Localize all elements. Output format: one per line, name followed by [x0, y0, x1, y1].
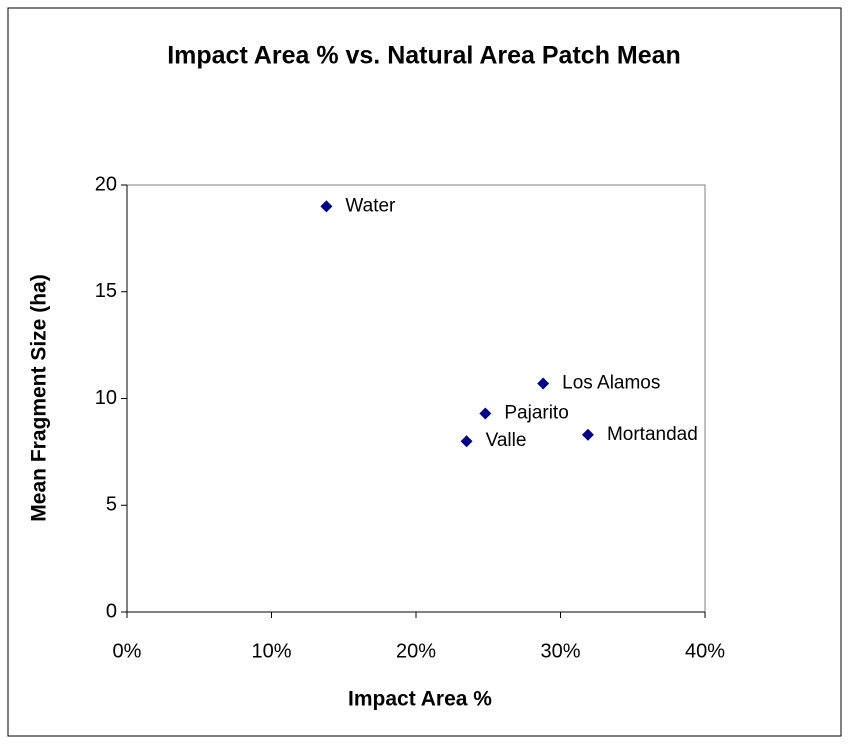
x-tick-label: 0%: [113, 640, 142, 662]
point: [537, 377, 550, 390]
point: [320, 200, 333, 213]
x-axis-title: Impact Area %: [348, 688, 492, 711]
point: [460, 435, 473, 448]
y-tick-label: 15: [95, 280, 117, 302]
point-label: Pajarito: [504, 402, 568, 423]
chart-border: [7, 7, 842, 737]
y-tick-label: 5: [106, 494, 117, 516]
point-label: Mortandad: [607, 424, 698, 445]
point: [581, 428, 594, 441]
x-tick-label: 10%: [251, 640, 291, 662]
x-tick-label: 30%: [540, 640, 580, 662]
y-tick-label: 0: [106, 600, 117, 622]
point-label: Los Alamos: [562, 373, 660, 394]
y-axis-title: Mean Fragment Size (ha): [28, 274, 51, 521]
chart-title: Impact Area % vs. Natural Area Patch Mea…: [167, 42, 681, 70]
point: [479, 407, 492, 420]
point-label: Valle: [486, 430, 527, 451]
x-tick-label: 40%: [685, 640, 725, 662]
y-tick-label: 20: [95, 173, 117, 195]
x-tick-label: 20%: [396, 640, 436, 662]
y-tick-label: 10: [95, 387, 117, 409]
point-label: Water: [345, 195, 396, 216]
